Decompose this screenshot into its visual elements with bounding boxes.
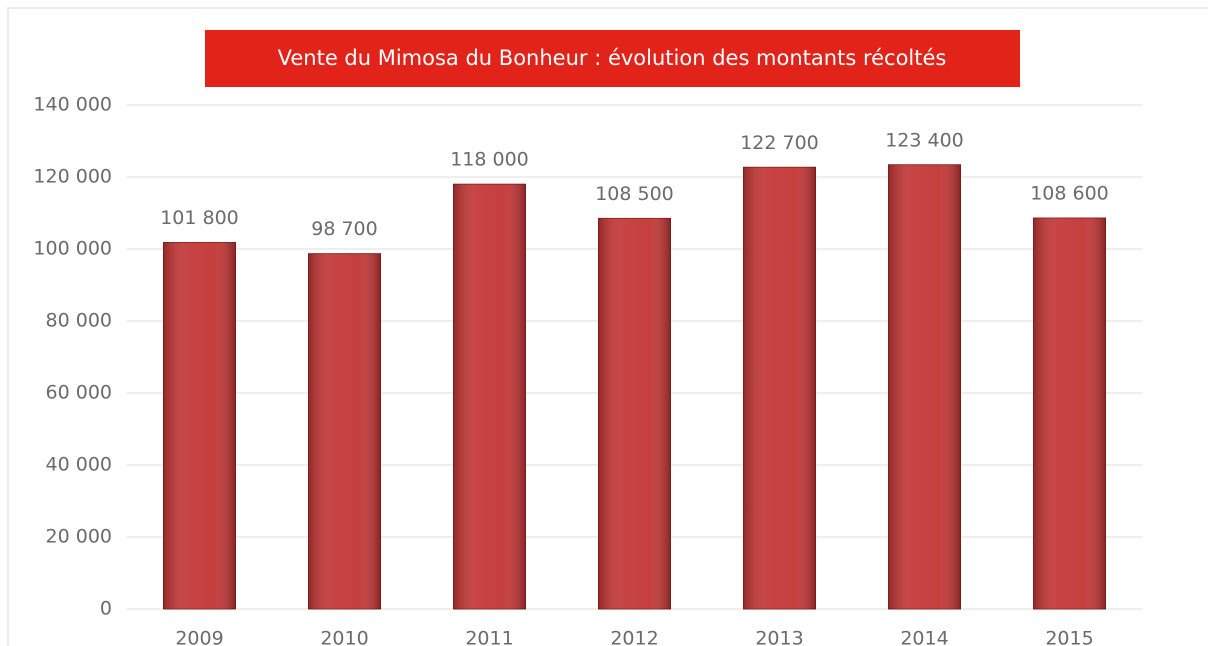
bar [163, 242, 236, 610]
bar [888, 164, 961, 610]
data-label: 101 800 [160, 207, 239, 229]
data-label: 122 700 [740, 132, 819, 154]
chart-title: Vente du Mimosa du Bonheur : évolution d… [278, 46, 947, 70]
data-label: 123 400 [885, 129, 964, 151]
y-tick-label: 140 000 [33, 94, 112, 116]
bar [308, 253, 381, 610]
x-tick-label: 2010 [320, 628, 368, 646]
bar [453, 183, 526, 610]
frame [7, 7, 1208, 646]
title-box [205, 30, 1020, 87]
data-label: 108 600 [1030, 183, 1109, 205]
x-tick-label: 2013 [755, 628, 803, 646]
data-label: 118 000 [450, 149, 529, 171]
y-tick-label: 20 000 [46, 526, 112, 548]
y-tick-label: 60 000 [46, 382, 112, 404]
y-tick-label: 40 000 [46, 454, 112, 476]
y-tick-label: 120 000 [33, 166, 112, 188]
data-label: 98 700 [311, 218, 377, 240]
x-tick-label: 2011 [465, 628, 513, 646]
x-tick-label: 2015 [1045, 628, 1093, 646]
y-tick-label: 80 000 [46, 310, 112, 332]
bar [598, 217, 671, 610]
y-tick-label: 0 [100, 598, 112, 620]
data-label: 108 500 [595, 183, 674, 205]
x-tick-label: 2009 [175, 628, 223, 646]
bar [1033, 217, 1106, 610]
x-tick-label: 2012 [610, 628, 658, 646]
bars [163, 164, 1106, 610]
x-tick-label: 2014 [900, 628, 948, 646]
bar [743, 166, 816, 610]
y-tick-label: 100 000 [33, 238, 112, 260]
